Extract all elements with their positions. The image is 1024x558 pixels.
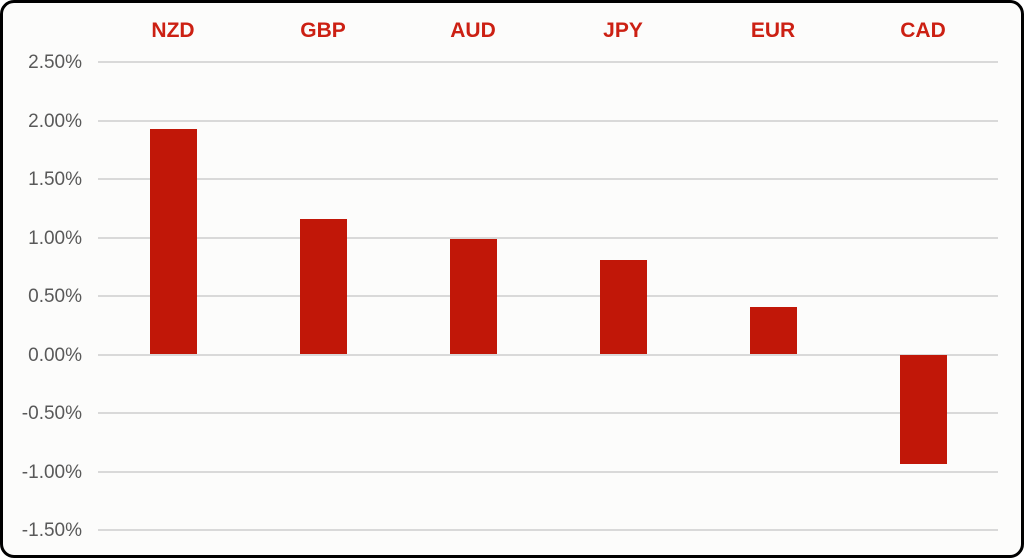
category-label: NZD [151,19,195,42]
gridline [98,470,998,473]
gridline [98,236,998,239]
category-label: CAD [900,19,946,42]
y-tick-label: 0.00% [28,344,82,366]
gridline [98,295,998,297]
gridline [98,412,998,414]
y-tick-label: -1.50% [21,520,82,541]
y-tick-label: 1.50% [28,169,82,190]
bar-chart: 2.50% 2.00% 1.50% 1.00% 0.50% 0.00% -0.50% -1.0… [3,3,1021,555]
category-label: JPY [603,19,643,42]
gridline [98,529,998,531]
y-tick-label: 2.00% [28,110,82,132]
gridline [98,61,998,63]
gridline [98,119,998,122]
category-label: EUR [750,19,796,42]
bar-jpy [599,259,647,355]
y-tick-label: -0.50% [21,403,82,424]
bar-cad [899,354,947,465]
y-tick-label: 1.00% [28,227,82,249]
y-tick-label: 2.50% [28,52,82,73]
bar-aud [449,238,497,355]
bar-eur [749,306,797,355]
bar-nzd [149,128,197,355]
gridline [98,353,998,356]
bar-gbp [299,218,347,355]
gridline [98,178,998,180]
category-label: GBP [300,19,346,42]
y-tick-label: -1.00% [21,461,82,483]
category-label: AUD [450,19,496,42]
y-tick-label: 0.50% [28,286,82,307]
